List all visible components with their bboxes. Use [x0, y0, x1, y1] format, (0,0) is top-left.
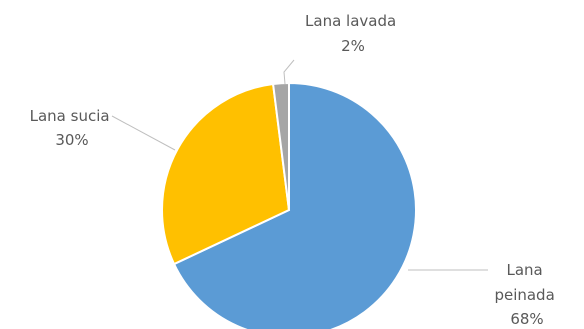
slice-label-lana-peinada: Lana peinada 68% — [494, 261, 559, 328]
slice-label-lana-sucia: Lana sucia 30% — [30, 107, 115, 149]
pie-slice-lana-sucia — [161, 82, 291, 266]
pie-slice-lana-peinada — [172, 81, 417, 329]
leader-line-lana-lavada — [283, 59, 295, 85]
slice-label-lana-lavada: Lana lavada 2% — [305, 12, 401, 55]
pie-slices — [161, 81, 417, 329]
leader-lines — [111, 59, 488, 271]
leader-line-lana-sucia — [111, 115, 176, 151]
pie-slice-lana-lavada — [271, 81, 290, 211]
